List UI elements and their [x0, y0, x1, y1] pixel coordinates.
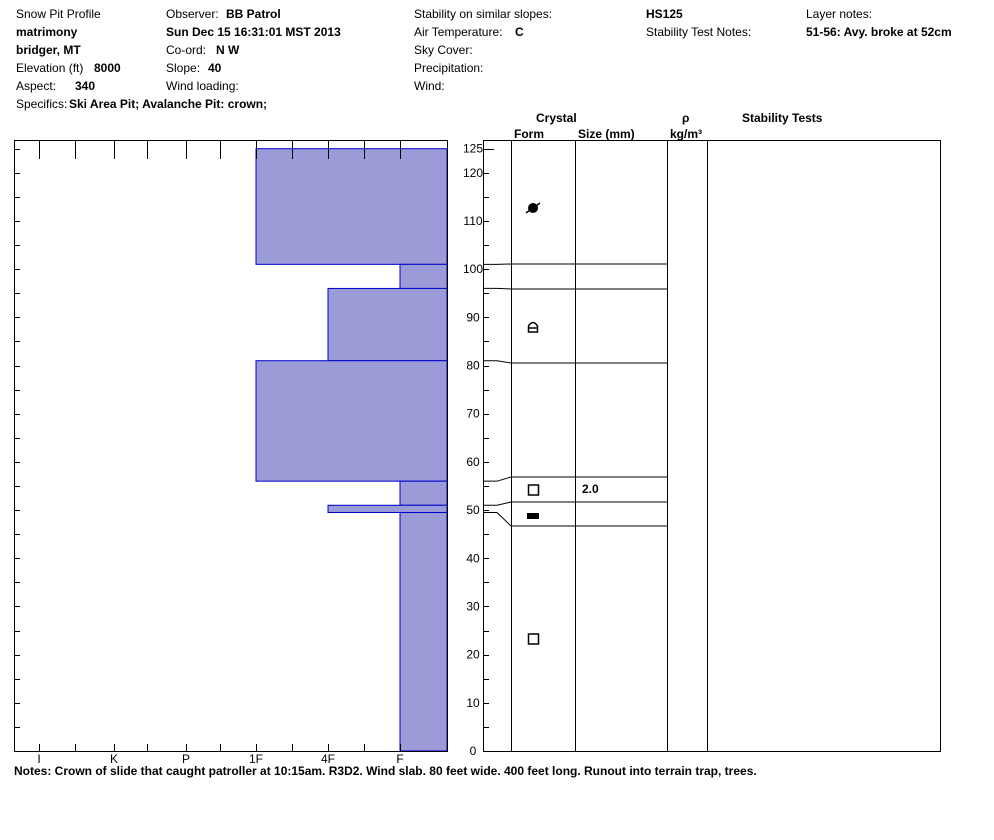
depth-label-80: 80: [466, 359, 480, 373]
layer-boundary-5: [483, 511, 667, 527]
elevation-label: Elevation (ft): [16, 61, 84, 75]
depth-label-30: 30: [466, 599, 480, 613]
wind-label: Wind:: [414, 79, 445, 93]
faceted-crystal-icon: [527, 484, 540, 496]
hardness-bar-4: [399, 480, 448, 506]
precipitation-label: Precipitation:: [414, 61, 484, 75]
depth-label-50: 50: [466, 503, 480, 517]
hardness-label-F: F: [396, 752, 403, 766]
hardness-label-K: K: [110, 752, 118, 766]
layer-notes-value: 51-56: Avy. broke at 52cm: [806, 25, 952, 39]
layer-boundary-1: [483, 287, 667, 290]
hardness-label-1F: 1F: [249, 752, 263, 766]
depth-label-125: 125: [463, 142, 483, 156]
depth-label-90: 90: [466, 310, 480, 324]
location-name: matrimony: [16, 25, 78, 39]
aspect-value: 340: [75, 79, 96, 93]
observer-value: BB Patrol: [226, 7, 281, 21]
specifics-label: Specifics:: [16, 97, 68, 111]
density-unit: kg/m³: [670, 127, 703, 141]
depth-label-110: 110: [463, 214, 482, 228]
depth-label-120: 120: [463, 166, 483, 180]
air-temp-value: C: [515, 25, 524, 39]
stability-test-notes-label: Stability Test Notes:: [646, 25, 752, 39]
slope-label: Slope:: [166, 61, 201, 75]
observer-label: Observer:: [166, 7, 219, 21]
air-temp-label: Air Temperature:: [414, 25, 503, 39]
snow-height: HS125: [646, 7, 683, 21]
layer-boundary-3: [483, 476, 667, 482]
hardness-plot-frame: [14, 140, 448, 752]
specifics-value: Ski Area Pit; Avalanche Pit: crown;: [69, 97, 268, 111]
depth-label-10: 10: [466, 696, 480, 710]
hardness-label-4F: 4F: [321, 752, 335, 766]
layer-boundary-4: [483, 501, 667, 506]
hardness-bar-2: [327, 287, 448, 362]
sky-cover-label: Sky Cover:: [414, 43, 473, 57]
hardness-bar-1: [399, 263, 448, 289]
elevation-value: 8000: [94, 61, 121, 75]
depth-label-0: 0: [470, 744, 477, 758]
region-name: bridger, MT: [16, 43, 81, 57]
coord-label: Co-ord:: [166, 43, 207, 57]
stability-similar-label: Stability on similar slopes:: [414, 7, 553, 21]
strat-table-frame: [483, 140, 941, 752]
depth-label-20: 20: [466, 648, 480, 662]
density-symbol: ρ: [682, 111, 690, 125]
aspect-label: Aspect:: [16, 79, 57, 93]
hardness-bar-6: [399, 511, 448, 752]
crystal-header: Crystal: [536, 111, 577, 125]
size-header: Size (mm): [578, 127, 635, 141]
crystal-size-value: 2.0: [582, 482, 599, 496]
observation-datetime: Sun Dec 15 16:31:01 MST 2013: [166, 25, 341, 39]
layer-boundary-2: [483, 360, 667, 364]
layer-notes-label: Layer notes:: [806, 7, 873, 21]
coord-value: N W: [216, 43, 240, 57]
graupel-icon-stroke: [525, 202, 541, 214]
hardness-label-P: P: [182, 752, 190, 766]
slope-value: 40: [208, 61, 222, 75]
depth-label-70: 70: [466, 407, 480, 421]
depth-label-100: 100: [463, 262, 483, 276]
hardness-bar-0: [255, 148, 448, 265]
hardness-bar-5: [327, 504, 448, 513]
faceted-crystal-icon-lower: [527, 633, 540, 645]
wind-loading-label: Wind loading:: [166, 79, 239, 93]
form-header: Form: [514, 127, 544, 141]
ice-layer-icon: [527, 513, 539, 519]
profile-title: Snow Pit Profile: [16, 7, 101, 21]
depth-label-40: 40: [466, 551, 480, 565]
notes: Notes: Crown of slide that caught patrol…: [14, 764, 757, 778]
hardness-bar-3: [255, 360, 448, 482]
depth-label-60: 60: [466, 455, 480, 469]
stability-tests-header: Stability Tests: [742, 111, 823, 125]
depth-hoar-icon: [527, 321, 539, 333]
hardness-label-I: I: [37, 752, 40, 766]
